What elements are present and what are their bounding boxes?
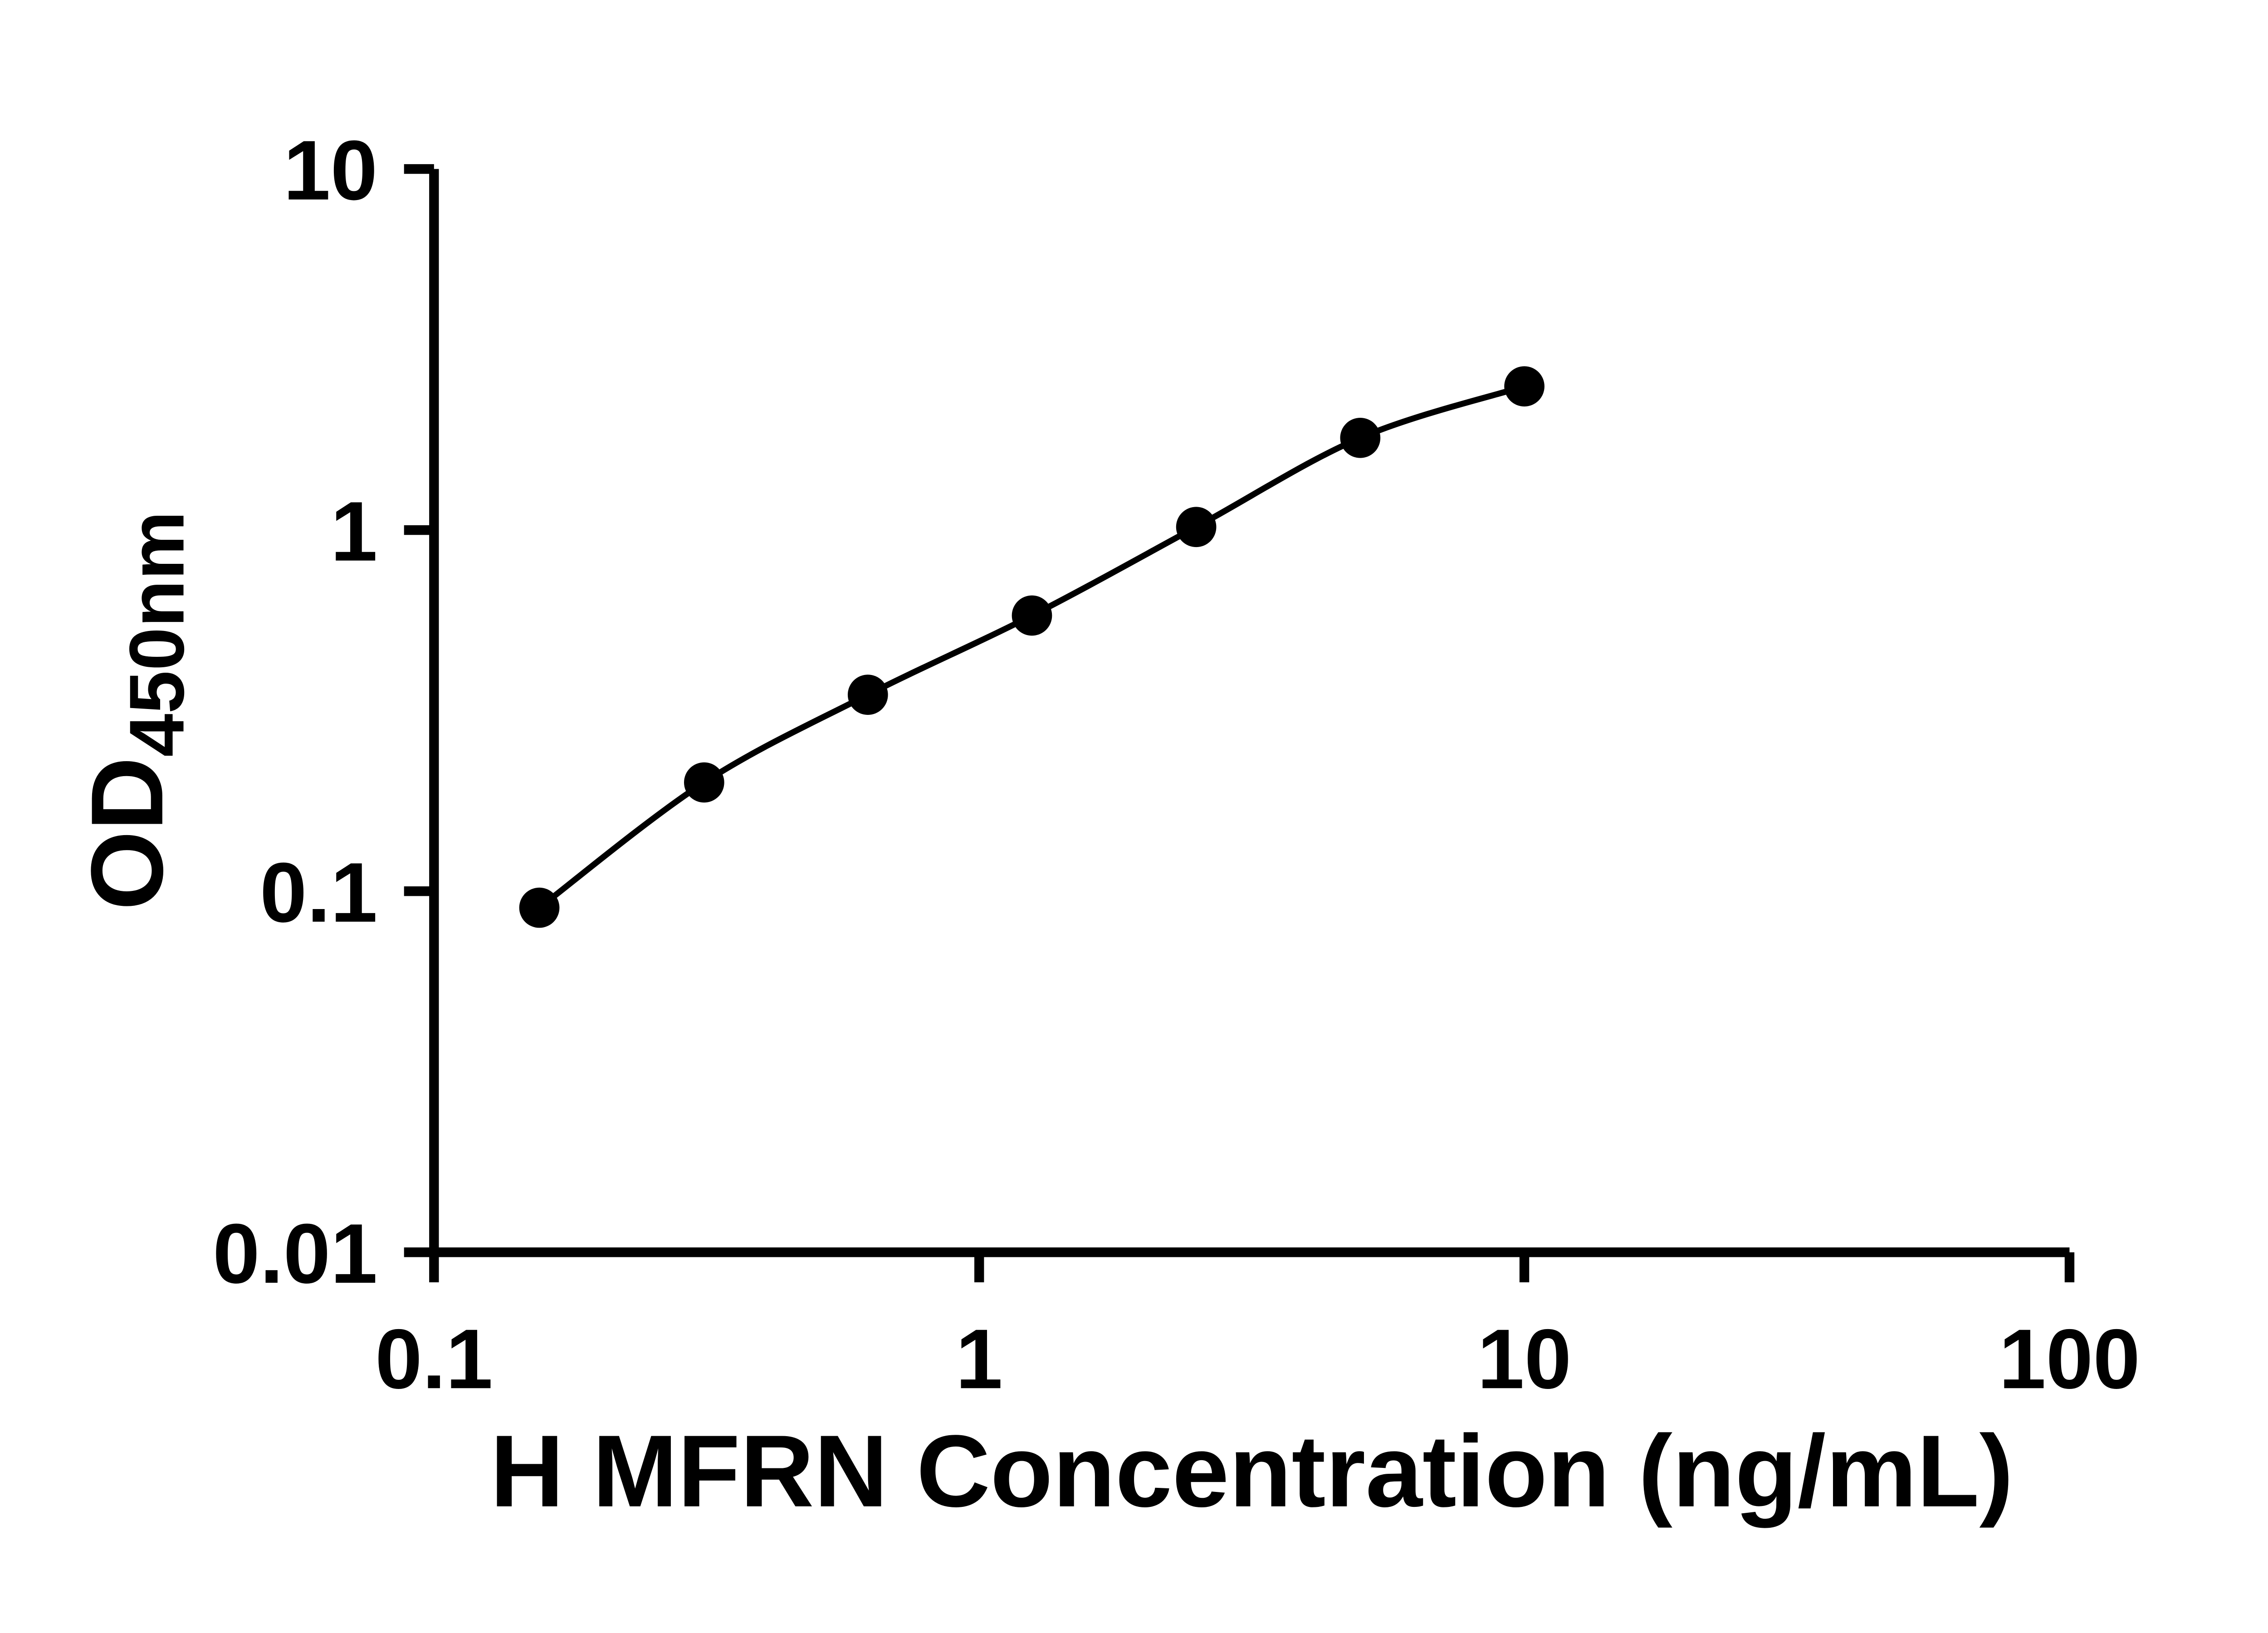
y-tick-label: 1 (331, 484, 378, 579)
axes: 0.1 1 10 100 0.01 0.1 1 10 (213, 123, 2140, 1406)
data-point (1176, 507, 1217, 548)
data-point (847, 675, 888, 715)
x-tick-label: 100 (1999, 1311, 2140, 1406)
data-point (1504, 366, 1545, 407)
data-point (1340, 417, 1381, 458)
fit-curve (536, 383, 1528, 911)
x-tick-label: 1 (956, 1311, 1003, 1406)
y-axis-title: OD450nm (70, 511, 200, 910)
x-tick-label: 10 (1477, 1311, 1572, 1406)
y-axis-title-main: OD (70, 757, 184, 910)
y-axis-title-subscript: 450nm (114, 511, 200, 757)
x-axis-title: H MFRN Concentration (ng/mL) (490, 1414, 2014, 1528)
x-tick-label: 0.1 (375, 1311, 493, 1406)
y-tick-label: 0.1 (260, 845, 378, 940)
data-point (684, 762, 724, 803)
axis-spines (429, 169, 2070, 1257)
data-point (1012, 595, 1052, 636)
y-tick-label: 0.01 (213, 1206, 377, 1301)
data-point (519, 887, 560, 928)
data-series (519, 366, 1545, 928)
y-tick-label: 10 (284, 123, 378, 218)
